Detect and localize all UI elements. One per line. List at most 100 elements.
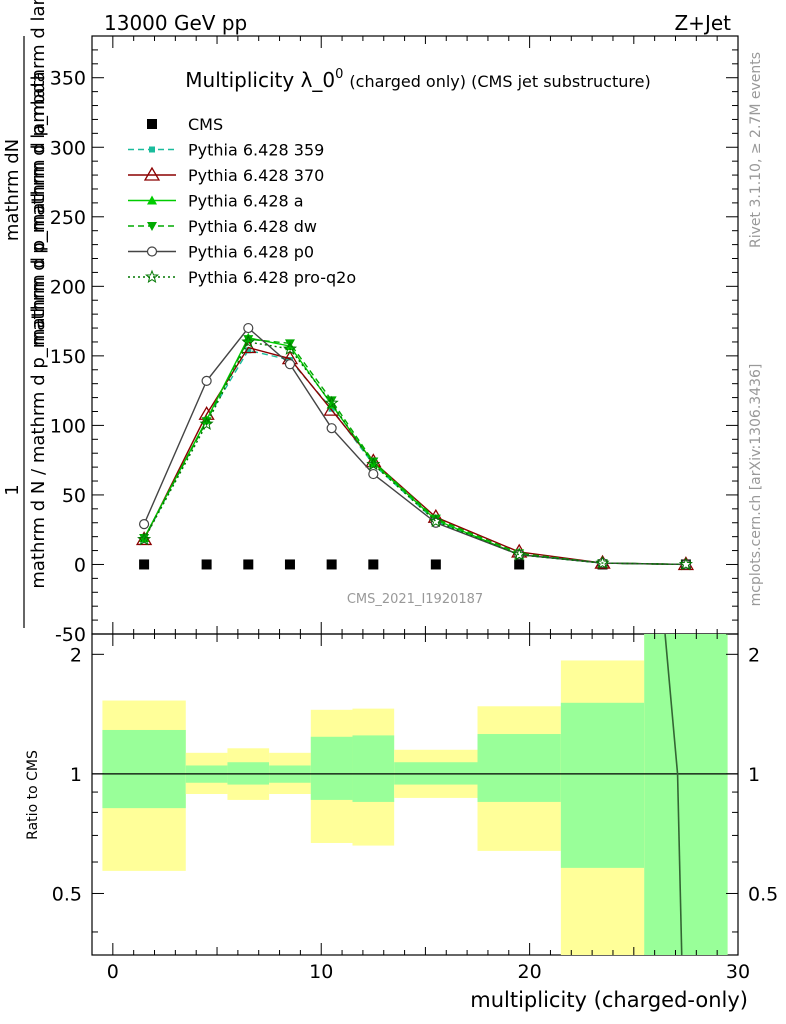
- series-line: [143, 349, 686, 566]
- series-pythia-6-428-370: [135, 339, 695, 571]
- ratio-axis-label: Ratio to CMS: [25, 750, 41, 840]
- main-y-tick-label: 50: [62, 485, 86, 507]
- x-axis-label: multiplicity (charged-only): [470, 988, 748, 1012]
- ratio-y-axis: 0.5 0.5 1 1 2 2: [52, 644, 778, 933]
- legend-label: Pythia 6.428 359: [188, 141, 324, 160]
- legend-label: CMS: [188, 115, 223, 134]
- rivet-label: Rivet 3.1.10, ≥ 2.7M events: [748, 52, 764, 248]
- legend: CMS Pythia 6.428 359 Pythia 6.428 370 Pythi…: [128, 115, 356, 287]
- main-y-tick-label: -50: [55, 624, 86, 646]
- ratio-frame: [91, 633, 739, 956]
- ratio-band-inner: [310, 736, 353, 800]
- legend-marker: [146, 246, 158, 257]
- legend-marker: [147, 222, 157, 231]
- plot-title-main: Multiplicity λ_0: [185, 68, 335, 92]
- series-pythia-6-428-a: [139, 332, 691, 569]
- legend-marker: [149, 146, 155, 153]
- legend-entry: Pythia 6.428 pro-q2o: [128, 268, 356, 287]
- series-line: [143, 346, 686, 566]
- ratio-band-inner: [102, 729, 186, 809]
- legend-entry: CMS: [147, 115, 223, 134]
- data-point: [428, 514, 443, 528]
- y-axis-label: 1 mathrm d N / mathrm d p_mathrm d p_mat…: [2, 0, 49, 628]
- mcplots-label: mcplots.cern.ch [arXiv:1306.3436]: [748, 364, 764, 607]
- x-tick-label: 10: [309, 961, 333, 983]
- data-point: [368, 559, 379, 570]
- header-left: 13000 GeV pp: [104, 11, 247, 35]
- data-point: [284, 359, 296, 370]
- data-point: [678, 557, 693, 571]
- legend-label: Pythia 6.428 dw: [188, 217, 317, 236]
- legend-label: Pythia 6.428 a: [188, 192, 304, 211]
- y-label-denominator: mathrm d N / mathrm d p_mathrm d p_mathr…: [28, 71, 49, 588]
- x-tick-label: 30: [726, 961, 750, 983]
- ratio-band-inner: [560, 702, 645, 868]
- legend-marker: [147, 195, 157, 205]
- ratio-y-tick-label: 0.5: [52, 883, 82, 905]
- header-right: Z+Jet: [674, 11, 731, 35]
- data-point: [139, 559, 150, 570]
- plot-title-sup: 0: [335, 67, 343, 82]
- legend-entry: Pythia 6.428 p0: [128, 243, 314, 262]
- watermark: CMS_2021_I1920187: [347, 592, 483, 607]
- series-line: [143, 336, 686, 566]
- data-point: [137, 532, 152, 546]
- main-y-axis: -50 0 50 100 150 200 250 300 350: [50, 35, 738, 646]
- data-point: [243, 335, 254, 345]
- legend-entry: Pythia 6.428 359: [128, 141, 324, 160]
- ratio-band-inner: [477, 734, 561, 802]
- series-pythia-6-428-dw: [139, 335, 691, 570]
- y-label-numerator-2: mathrm dN: [2, 139, 23, 241]
- plot-title-paren: (charged only) (CMS jet substructure): [349, 72, 650, 91]
- ratio-lines: [664, 633, 683, 956]
- ratio-y-tick-label-right: 0.5: [748, 883, 778, 905]
- y-label-denominator-2: mathrm d p_mathrm d p_mathrm d lambda: [28, 0, 49, 346]
- data-point: [283, 341, 298, 355]
- main-y-tick-label: 200: [50, 276, 86, 298]
- main-y-tick-label: 250: [50, 207, 86, 229]
- ratio-band-inner: [352, 735, 395, 802]
- data-point: [138, 519, 150, 530]
- legend-marker: [147, 119, 157, 129]
- main-y-tick-label: 300: [50, 137, 86, 159]
- data-point: [284, 559, 295, 570]
- legend-entry: Pythia 6.428 a: [128, 192, 304, 211]
- series-line: [143, 341, 686, 566]
- data-point: [368, 457, 379, 467]
- series-pythia-6-428-pro-q2o: [137, 334, 693, 571]
- data-point: [326, 423, 337, 434]
- data-point: [135, 531, 153, 546]
- ratio-y-tick-label-right: 2: [748, 644, 760, 666]
- x-axis: 0 10 20 30: [107, 36, 750, 983]
- legend-marker: [143, 166, 161, 181]
- main-y-tick-label: 350: [50, 68, 86, 90]
- main-y-tick-label: 150: [50, 346, 86, 368]
- data-point: [366, 456, 381, 471]
- ratio-bands: [102, 634, 728, 955]
- data-point: [595, 555, 610, 570]
- ratio-y-tick-label: 1: [70, 764, 82, 786]
- data-point: [368, 468, 379, 480]
- legend-label: Pythia 6.428 370: [188, 166, 324, 185]
- ratio-band-inner: [644, 634, 728, 955]
- legend-entry: Pythia 6.428 dw: [128, 217, 317, 236]
- ratio-y-tick-label: 2: [70, 644, 82, 666]
- legend-entry: Pythia 6.428 370: [128, 166, 324, 185]
- plot-title: Multiplicity λ_00 (charged only) (CMS jet…: [185, 67, 650, 92]
- ratio-curve: [664, 633, 679, 774]
- series-pythia-6-428-p0: [138, 322, 692, 570]
- legend-label: Pythia 6.428 pro-q2o: [188, 268, 356, 287]
- series-line: [143, 338, 686, 566]
- data-point: [430, 559, 441, 570]
- data-point: [326, 559, 337, 570]
- data-point: [243, 322, 254, 334]
- data-point: [324, 395, 339, 410]
- series-pythia-6-428-359: [141, 347, 689, 568]
- data-point: [245, 347, 252, 354]
- main-y-tick-label: 0: [74, 554, 86, 576]
- x-tick-label: 0: [107, 961, 119, 983]
- data-point: [326, 396, 337, 406]
- legend-label: Pythia 6.428 p0: [188, 243, 314, 262]
- main-y-tick-label: 100: [50, 415, 86, 437]
